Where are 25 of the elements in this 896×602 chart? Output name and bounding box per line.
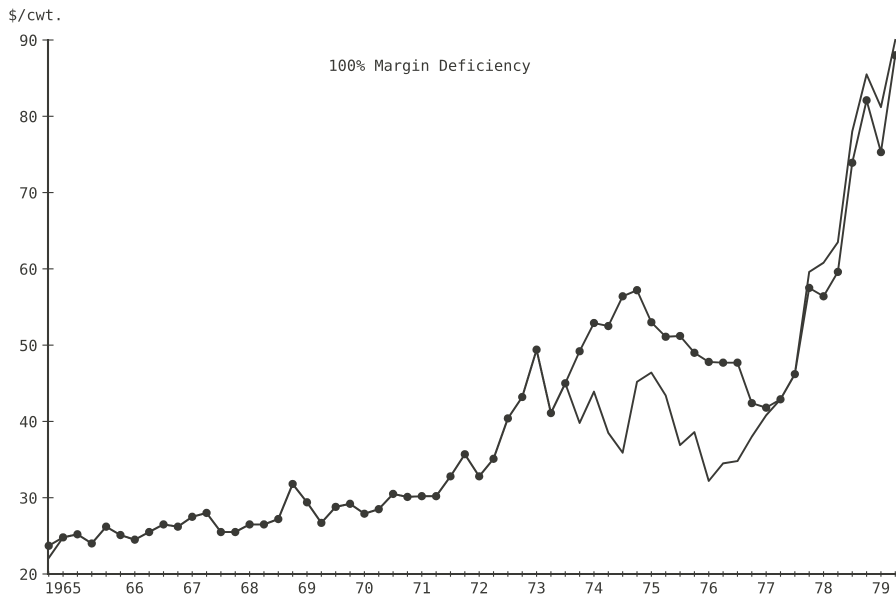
x-tick-label: 72 (471, 582, 488, 594)
x-tick-label: 67 (184, 582, 200, 594)
x-tick-label: 79 (872, 582, 890, 594)
x-tick-label: 76 (700, 582, 717, 594)
y-tick-label: 60 (20, 263, 37, 275)
y-tick-label: 70 (20, 187, 37, 199)
y-axis-title: $/cwt. (9, 8, 60, 23)
x-tick-label: 78 (815, 582, 832, 594)
text: 100% Margin Deficiency (330, 59, 530, 74)
y-tick-label: 50 (20, 340, 37, 352)
x-tick-label: 69 (298, 582, 316, 594)
x-tick-label: 66 (126, 582, 144, 594)
y-tick-label: 20 (20, 568, 37, 580)
y-tick-label: 90 (20, 34, 37, 46)
y-tick-label: 40 (20, 416, 37, 428)
x-tick-label: 75 (643, 582, 660, 594)
x-tick-label: 74 (586, 582, 602, 594)
x-tick-label: 71 (414, 582, 430, 594)
x-tick-label: 73 (528, 582, 545, 594)
y-tick-label: 80 (20, 110, 37, 122)
x-tick-label: 1965 (46, 582, 80, 594)
y-tick-label: 30 (20, 492, 37, 504)
x-tick-label: 68 (241, 582, 258, 594)
x-tick-label: 70 (356, 582, 373, 594)
x-tick-label: 77 (758, 582, 774, 594)
